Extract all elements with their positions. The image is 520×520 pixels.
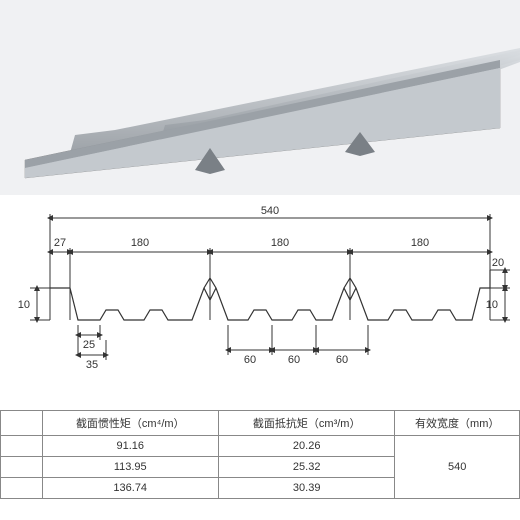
dim-flat-a: 60 [244,354,256,366]
table-row: 91.16 20.26 540 [1,436,520,457]
dim-pitch-b: 180 [271,237,289,249]
dim-flat-b: 60 [288,354,300,366]
col-effwidth: 有效宽度（mm） [395,411,520,436]
col-inertia: 截面惯性矩（cm⁴/m） [42,411,218,436]
dim-small-w1: 25 [83,339,95,351]
cell-modulus: 25.32 [218,457,394,478]
table-header-row: 截面惯性矩（cm⁴/m） 截面抵抗矩（cm³/m） 有效宽度（mm） [1,411,520,436]
cell-inertia: 136.74 [42,478,218,499]
cell-modulus: 30.39 [218,478,394,499]
dim-small-w2: 35 [86,359,98,371]
dim-height: 10 [18,299,30,311]
cell-modulus: 20.26 [218,436,394,457]
cell-inertia: 91.16 [42,436,218,457]
dim-left-lip: 27 [54,237,66,249]
cross-section-diagram: 540 27 180 180 180 20 10 10 [0,200,520,400]
col-modulus: 截面抵抗矩（cm³/m） [218,411,394,436]
spec-table: 截面惯性矩（cm⁴/m） 截面抵抗矩（cm³/m） 有效宽度（mm） 91.16… [0,410,520,520]
product-render [0,0,520,195]
dim-flat-c: 60 [336,354,348,366]
dim-pitch-a: 180 [131,237,149,249]
dim-right-step: 20 [492,257,504,269]
cell-effwidth: 540 [395,436,520,499]
dim-depth: 10 [486,299,498,311]
dim-total-width: 540 [261,205,279,217]
dim-pitch-c: 180 [411,237,429,249]
col-blank [1,411,43,436]
cell-inertia: 113.95 [42,457,218,478]
